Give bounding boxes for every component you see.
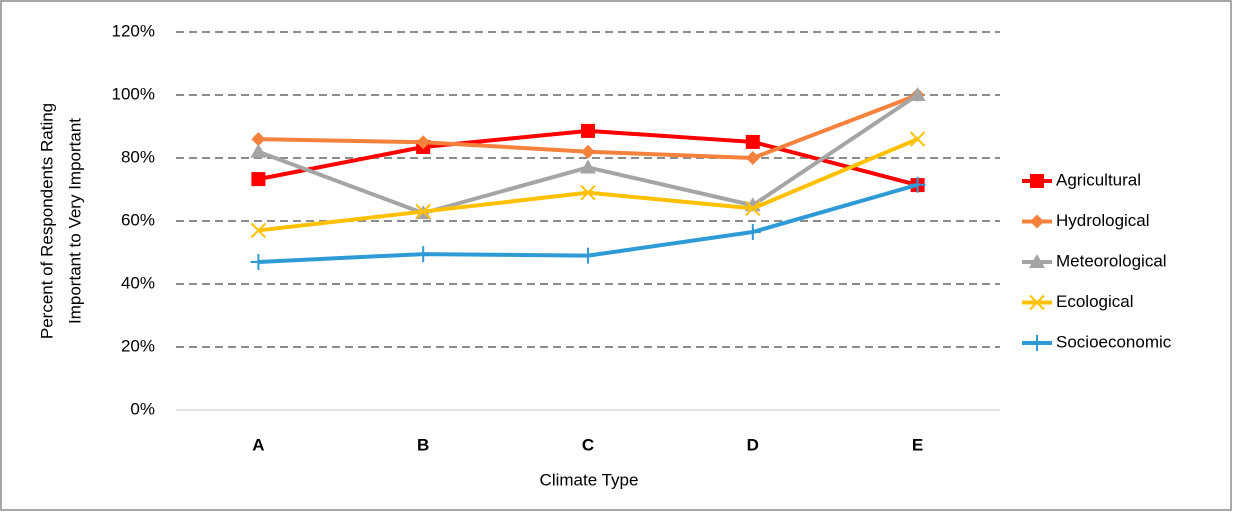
- legend-marker: [1030, 214, 1044, 229]
- data-point: [745, 134, 760, 149]
- y-tick-label: 120%: [112, 21, 155, 40]
- data-point: [251, 132, 266, 147]
- x-tick-label: D: [747, 435, 759, 454]
- x-tick-label: A: [252, 435, 264, 454]
- data-point: [581, 123, 595, 138]
- legend-label: Hydrological: [1056, 211, 1150, 230]
- legend-label: Ecological: [1056, 292, 1134, 311]
- y-tick-label: 60%: [121, 210, 155, 229]
- data-point: [250, 143, 267, 158]
- data-point: [745, 200, 761, 217]
- legend-marker: [1030, 174, 1044, 188]
- data-point: [580, 184, 596, 201]
- data-point: [909, 176, 926, 193]
- data-point: [581, 144, 595, 159]
- y-tick-label: 40%: [121, 273, 155, 292]
- y-axis-title: Important to Very Important: [65, 118, 84, 324]
- x-tick-label: E: [912, 435, 923, 454]
- data-point: [250, 253, 267, 270]
- y-tick-label: 20%: [121, 336, 155, 355]
- x-axis-title: Climate Type: [540, 470, 639, 489]
- data-point: [744, 224, 761, 241]
- legend-marker: [1029, 254, 1045, 268]
- y-tick-label: 0%: [130, 399, 155, 418]
- x-tick-label: B: [417, 435, 429, 454]
- data-point: [580, 247, 596, 264]
- legend-label: Socioeconomic: [1056, 332, 1172, 351]
- data-point: [251, 172, 266, 187]
- legend-marker: [1029, 294, 1045, 311]
- data-point: [415, 203, 431, 220]
- legend-marker: [1029, 335, 1045, 351]
- data-point: [909, 87, 926, 101]
- y-axis-title: Percent of Respondents Rating: [37, 103, 56, 339]
- legend-label: Agricultural: [1056, 170, 1141, 189]
- x-tick-label: C: [582, 435, 594, 454]
- data-point: [745, 151, 760, 165]
- data-point: [416, 135, 431, 150]
- y-tick-label: 100%: [112, 84, 155, 103]
- data-point: [415, 246, 432, 263]
- data-point: [909, 131, 926, 147]
- data-point: [580, 159, 596, 174]
- y-tick-label: 80%: [121, 147, 155, 166]
- data-point: [250, 222, 267, 239]
- legend-label: Meteorological: [1056, 251, 1167, 270]
